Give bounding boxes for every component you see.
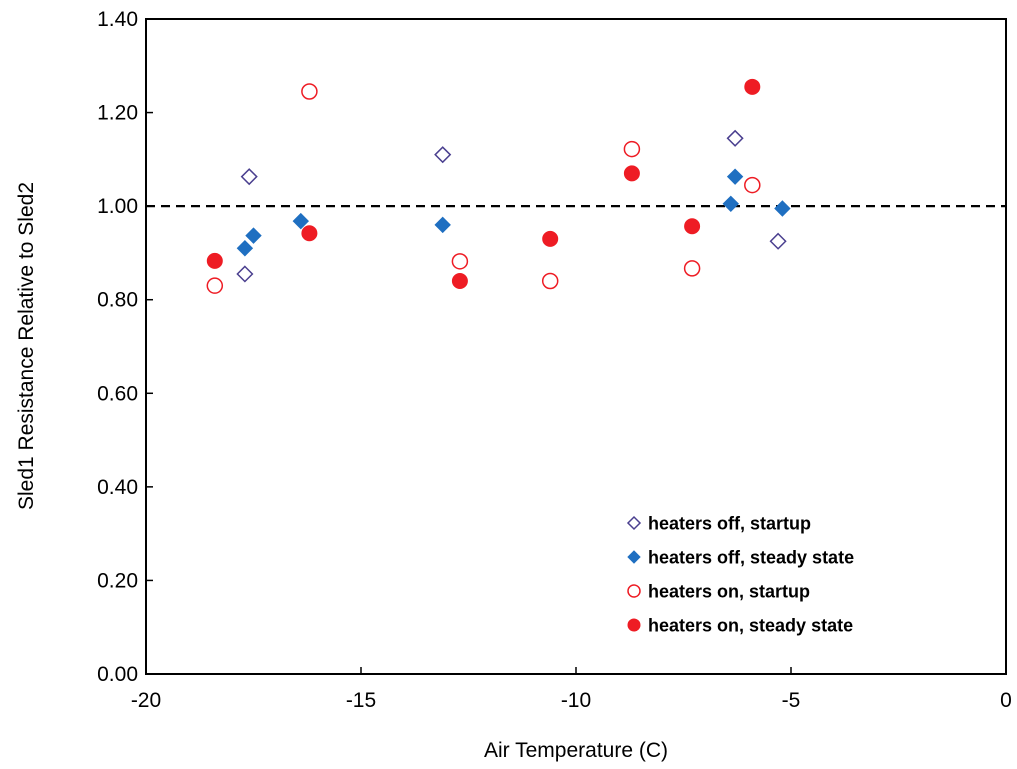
data-point [434, 146, 452, 164]
data-point [206, 277, 224, 294]
y-tick-label: 1.00 [97, 195, 138, 218]
data-point [726, 168, 744, 185]
data-point [684, 218, 701, 235]
legend-label: heaters off, steady state [648, 548, 854, 568]
data-point [541, 272, 559, 290]
data-point [206, 252, 223, 269]
legend-marker [627, 550, 641, 564]
x-tick-label: -10 [561, 689, 591, 712]
data-point [301, 83, 318, 100]
x-tick-label: -15 [346, 689, 376, 712]
legend: heaters off, startup heaters off, steady … [626, 514, 854, 636]
data-point [292, 212, 310, 230]
x-tick-label: -5 [782, 689, 801, 712]
data-point [683, 260, 701, 277]
series-0 [236, 129, 787, 283]
data-point [744, 78, 761, 95]
y-tick-label: 0.20 [97, 569, 138, 592]
legend-label: heaters on, startup [648, 582, 810, 602]
series-3 [206, 78, 761, 289]
legend-marker [626, 515, 642, 531]
plot-frame [145, 18, 1007, 675]
legend-label: heaters off, startup [648, 514, 811, 534]
data-point [451, 253, 469, 270]
data-point [744, 176, 761, 194]
y-tick-label: 0.60 [97, 382, 138, 405]
data-point [434, 216, 451, 234]
x-tick-label: 0 [1000, 689, 1012, 712]
data-point [236, 265, 254, 283]
series-1 [236, 168, 791, 257]
data-point [774, 200, 791, 217]
data-point [240, 168, 258, 186]
legend-label: heaters on, steady state [648, 616, 853, 636]
data-point [623, 140, 641, 158]
y-tick-label: 1.20 [97, 102, 138, 125]
data-point [301, 225, 318, 242]
y-tick-label: 1.40 [97, 8, 138, 31]
x-axis-title: Air Temperature (C) [484, 739, 668, 762]
y-tick-label: 0.00 [97, 663, 138, 686]
axis-ticks: -20 -15 -10 -5 0 0.00 0.20 0.40 0.60 0.80 1.00 1.20… [97, 8, 1012, 712]
x-tick-label: -20 [131, 689, 161, 712]
data-point [542, 230, 559, 247]
data-point [726, 129, 744, 147]
data-point [722, 195, 740, 213]
y-axis-title: Sled1 Resistance Relative to Sled2 [15, 182, 38, 510]
legend-marker [627, 584, 641, 598]
data-point [623, 165, 640, 182]
y-tick-label: 0.80 [97, 289, 138, 312]
data-point [769, 232, 787, 250]
data-point [236, 240, 254, 257]
y-tick-label: 0.40 [97, 476, 138, 499]
data-point [451, 273, 468, 289]
series-2 [206, 83, 761, 294]
data-points [206, 78, 791, 294]
data-point [245, 227, 262, 244]
legend-marker [627, 618, 641, 632]
